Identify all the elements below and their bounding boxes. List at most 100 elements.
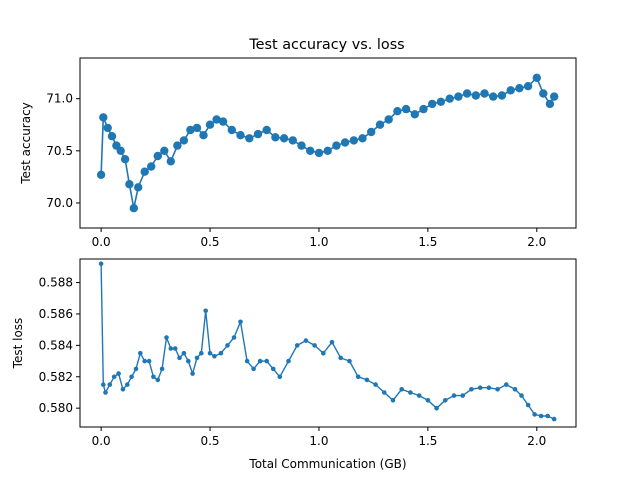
loss-x-tick-label: 0.5 [200,434,219,448]
accuracy-panel: 0.0 0.5 1.0 1.5 2.0 70.0 70.5 71.0 Test accurac… [19,57,577,249]
accuracy-data-point [227,125,236,135]
accuracy-data-point [332,141,341,150]
accuracy-data-point [436,97,446,107]
loss-x-tick-label: 2.0 [527,434,546,448]
loss-data-point [373,382,378,387]
accuracy-data-point [179,136,189,145]
accuracy-data-point [506,86,515,95]
accuracy-data-point [218,117,228,126]
accuracy-data-point [160,146,169,155]
accuracy-y-tick-label: 71.0 [46,92,73,106]
loss-data-point [512,387,518,392]
chart-title: Test accuracy vs. loss [248,37,404,53]
accuracy-data-point [297,141,306,150]
accuracy-x-tick-label: 0.0 [92,235,111,249]
accuracy-data-point [340,138,350,147]
loss-data-point [264,358,270,364]
accuracy-data-point [532,73,541,83]
accuracy-data-point [454,92,463,101]
loss-data-point [172,346,178,351]
loss-data-point [251,366,256,372]
loss-data-point [116,371,121,376]
accuracy-data-point [116,146,125,155]
accuracy-data-point [367,127,376,137]
loss-data-point [434,405,439,411]
loss-data-point [460,393,466,398]
accuracy-data-point [288,136,297,145]
loss-data-point [504,382,509,387]
accuracy-data-point [262,125,271,135]
loss-data-point [103,390,108,395]
loss-series-line [100,263,555,420]
accuracy-data-point [173,141,182,150]
loss-data-point [218,350,224,356]
accuracy-data-point [245,134,254,143]
loss-data-point [286,358,291,364]
accuracy-data-point [471,91,480,100]
accuracy-data-point [103,123,112,133]
loss-data-point [231,335,237,340]
accuracy-data-point [140,167,149,176]
loss-data-point [203,308,208,314]
loss-data-point [212,354,217,359]
loss-data-point [146,358,152,364]
accuracy-data-point [192,123,202,133]
accuracy-data-point [279,134,289,143]
loss-data-point [545,413,550,419]
loss-data-point [270,366,276,372]
loss-y-tick-label: 0.582 [39,370,73,384]
loss-data-point [177,355,182,361]
accuracy-data-point [480,89,489,98]
accuracy-data-point [271,133,280,142]
accuracy-data-point [349,136,358,145]
accuracy-data-point [323,146,332,155]
loss-data-point [399,387,405,392]
accuracy-y-tick-label: 70.0 [46,196,73,210]
loss-data-point [151,374,156,380]
accuracy-data-point [205,120,215,129]
accuracy-data-point [147,162,156,171]
accuracy-data-point [129,204,138,213]
loss-data-point [390,398,396,403]
accuracy-data-point [96,170,106,179]
loss-data-point [190,371,195,376]
loss-data-point [257,358,263,364]
accuracy-data-point [550,92,559,101]
accuracy-data-point [462,89,472,98]
loss-data-point [181,350,187,356]
accuracy-data-point [539,89,548,98]
loss-data-point [129,374,134,380]
accuracy-data-point [419,104,428,114]
accuracy-data-point [199,131,208,140]
accuracy-data-point [125,180,134,189]
loss-data-point [155,377,161,383]
accuracy-x-tick-label: 1.0 [309,235,328,249]
loss-data-point [451,393,457,398]
loss-y-axis-label: Test loss [11,318,25,370]
accuracy-series-line [100,77,555,209]
accuracy-data-point [253,129,263,139]
accuracy-data-point [212,115,221,124]
accuracy-data-point [523,82,533,91]
loss-data-point [538,413,544,419]
loss-data-point [159,366,165,372]
loss-data-point [294,343,300,348]
loss-data-point [469,387,474,392]
loss-data-point [244,358,250,364]
loss-data-point [425,398,431,403]
accuracy-data-point [545,99,555,109]
loss-data-point [551,416,557,422]
accuracy-data-point [489,92,498,101]
loss-panel: 0.0 0.5 1.0 1.5 2.0 0.580 0.582 0.584 0.586 0.588… [11,258,577,471]
loss-series [98,261,557,422]
accuracy-axes-frame [79,57,577,229]
accuracy-data-point [99,113,108,122]
loss-y-tick-label: 0.584 [39,338,73,352]
loss-data-point [443,398,448,403]
loss-data-point [532,412,537,417]
accuracy-ticks: 0.0 0.5 1.0 1.5 2.0 70.0 70.5 71.0 [46,92,546,249]
loss-data-point [486,385,492,391]
loss-data-point [125,382,130,387]
loss-data-point [101,382,106,387]
loss-x-tick-label: 1.0 [309,434,328,448]
